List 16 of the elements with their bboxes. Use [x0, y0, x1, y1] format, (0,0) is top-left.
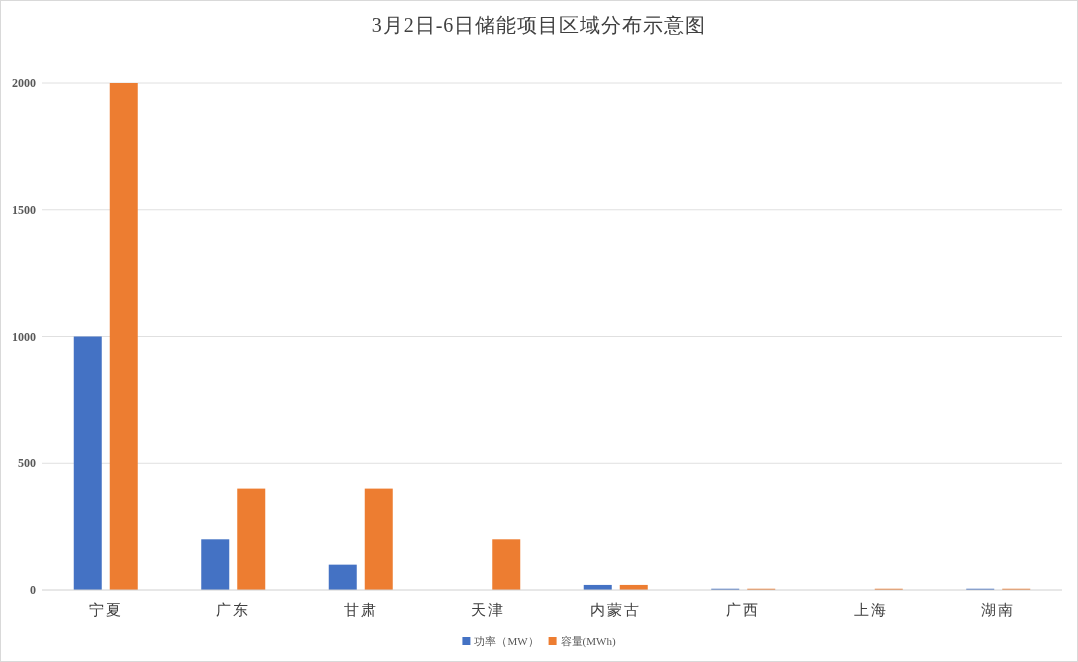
x-tick-label: 宁夏: [88, 602, 123, 618]
chart-title: 3月2日-6日储能项目区域分布示意图: [371, 14, 707, 36]
x-tick-label: 湖南: [981, 602, 1016, 618]
y-tick-label: 1500: [12, 202, 36, 217]
y-tick-label: 2000: [12, 76, 36, 90]
x-tick-label: 天津: [471, 602, 506, 618]
y-tick-label: 1000: [12, 329, 36, 344]
x-tick-label: 广东: [216, 602, 251, 618]
x-tick-label: 广西: [726, 602, 761, 618]
x-tick-label: 内蒙古: [590, 602, 642, 618]
legend-label: 容量(MWh): [560, 635, 616, 648]
legend-label: 功率（MW）: [474, 635, 539, 647]
x-tick-label: 上海: [853, 602, 888, 618]
y-tick-label: 500: [18, 456, 36, 471]
x-tick-label: 甘肃: [343, 602, 378, 618]
y-tick-label: 0: [30, 583, 36, 597]
